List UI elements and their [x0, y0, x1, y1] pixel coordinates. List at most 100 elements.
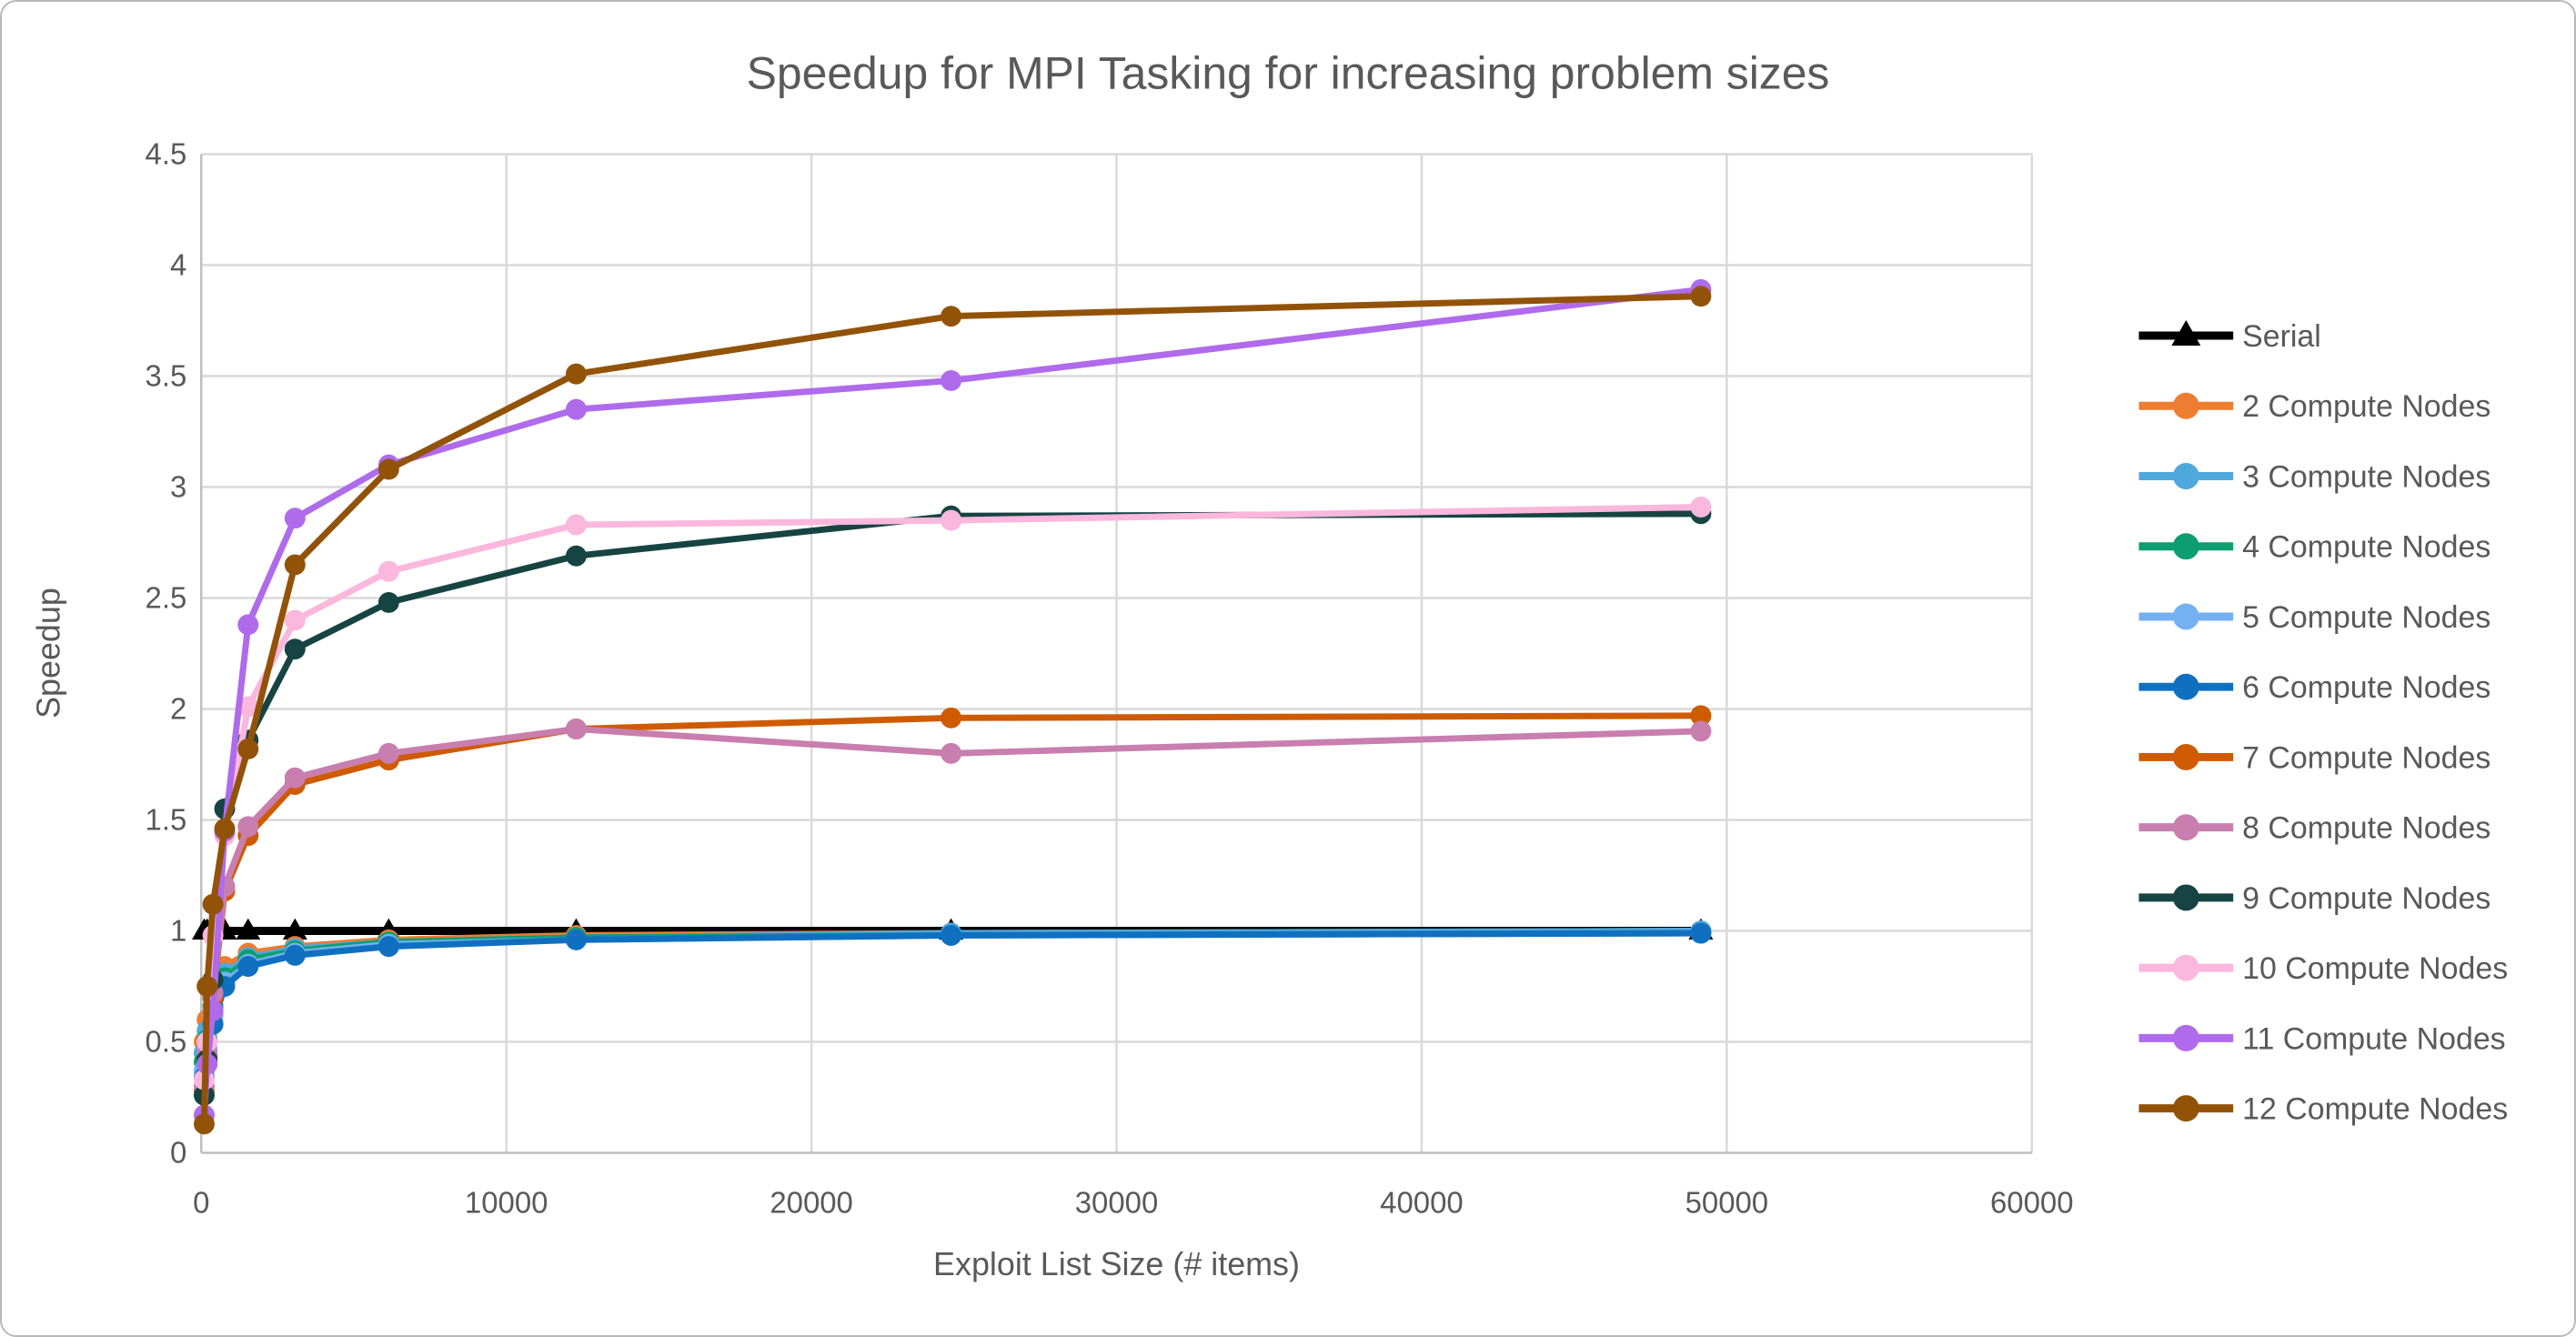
legend-marker [2172, 673, 2199, 700]
legend-item-12-compute-nodes: 12 Compute Nodes [2138, 1092, 2508, 1127]
x-tick-label: 40000 [1380, 1185, 1464, 1219]
data-point [1690, 497, 1712, 518]
legend-marker [2172, 603, 2199, 630]
data-point [1690, 922, 1712, 944]
y-tick-label: 3.5 [146, 359, 187, 393]
data-point [194, 1113, 215, 1135]
legend-item-4-compute-nodes: 4 Compute Nodes [2138, 530, 2490, 565]
legend-label: 11 Compute Nodes [2242, 1021, 2505, 1056]
data-point [377, 560, 399, 582]
series-line [200, 930, 1705, 1081]
y-tick-label: 1.5 [146, 803, 187, 837]
series-line [200, 930, 1705, 1074]
y-tick-label: 0 [170, 1136, 186, 1170]
data-point [282, 918, 307, 940]
legend-marker [2172, 1095, 2199, 1122]
legend-label: 9 Compute Nodes [2242, 881, 2490, 916]
legend-item-3-compute-nodes: 3 Compute Nodes [2138, 459, 2490, 494]
data-point [565, 719, 587, 739]
legend-item-serial: Serial [2138, 319, 2321, 354]
legend: Serial 2 Compute Nodes 3 Compute Nodes 4 Co… [2138, 319, 2508, 1127]
legend-item-11-compute-nodes: 11 Compute Nodes [2138, 1021, 2506, 1056]
legend-item-8-compute-nodes: 8 Compute Nodes [2138, 811, 2490, 846]
legend-label: Serial [2242, 319, 2321, 354]
legend-marker [2172, 954, 2199, 981]
legend-marker [2172, 884, 2199, 911]
data-point [377, 591, 399, 613]
series-9-compute-nodes [194, 503, 1712, 1106]
series-line [200, 286, 1705, 1119]
y-tick-label: 4 [170, 248, 186, 282]
data-point [237, 738, 259, 759]
x-tick-label: 0 [193, 1185, 209, 1219]
legend-label: 6 Compute Nodes [2242, 670, 2490, 705]
data-point [237, 816, 259, 838]
data-point [284, 609, 306, 631]
x-tick-label: 60000 [1990, 1185, 2074, 1219]
y-tick-label: 4.5 [146, 137, 187, 171]
legend-label: 4 Compute Nodes [2242, 530, 2490, 565]
legend-label: 10 Compute Nodes [2242, 951, 2508, 986]
legend-item-2-compute-nodes: 2 Compute Nodes [2138, 389, 2490, 424]
data-point [377, 742, 399, 764]
y-tick-label: 1 [170, 914, 186, 948]
legend-label: 7 Compute Nodes [2242, 740, 2490, 775]
data-point [284, 554, 306, 576]
legend-label: 2 Compute Nodes [2242, 389, 2490, 424]
series-6-compute-nodes [194, 922, 1712, 1089]
data-point [237, 614, 259, 636]
gridlines [201, 153, 2034, 1153]
tick-labels: 0 0.5 1 1.5 2 2.5 3 3.5 4 4.5 0 10000 20000 30000 4000… [146, 137, 2074, 1220]
data-point [565, 545, 587, 567]
chart-title: Speedup for MPI Tasking for increasing p… [747, 48, 1830, 99]
data-point [284, 638, 306, 660]
data-point [565, 398, 587, 420]
data-point [941, 924, 962, 946]
data-point [214, 818, 236, 839]
x-axis-title: Exploit List Size (# items) [933, 1246, 1300, 1282]
series-line [200, 510, 1705, 1099]
data-point [941, 707, 962, 729]
legend-label: 3 Compute Nodes [2242, 459, 2490, 494]
legend-item-9-compute-nodes: 9 Compute Nodes [2138, 881, 2490, 916]
series-8-compute-nodes [194, 719, 1712, 1097]
legend-marker [2172, 1024, 2199, 1051]
series-layer [192, 278, 1714, 1135]
legend-item-10-compute-nodes: 10 Compute Nodes [2138, 951, 2508, 986]
data-point [565, 929, 587, 950]
data-point [941, 509, 962, 531]
series-line [200, 928, 1705, 1057]
data-point [202, 893, 224, 915]
series-11-compute-nodes [194, 278, 1712, 1126]
legend-marker [2172, 533, 2199, 560]
data-point [284, 767, 306, 789]
y-axis-title: Speedup [31, 588, 67, 719]
data-point [196, 976, 218, 998]
legend-marker [2171, 320, 2201, 346]
series-12-compute-nodes [194, 286, 1712, 1135]
data-point [565, 514, 587, 536]
series-line [200, 293, 1705, 1128]
legend-label: 12 Compute Nodes [2242, 1092, 2508, 1127]
legend-marker [2172, 814, 2199, 841]
data-point [1690, 286, 1712, 307]
y-tick-label: 2 [170, 692, 186, 726]
data-point [941, 742, 962, 764]
legend-marker [2172, 743, 2199, 770]
series-line [200, 726, 1705, 1090]
x-tick-label: 30000 [1075, 1185, 1159, 1219]
series-line [200, 712, 1705, 1094]
data-point [941, 306, 962, 327]
data-point [237, 696, 259, 718]
x-tick-label: 50000 [1685, 1185, 1769, 1219]
data-point [236, 918, 261, 940]
series-10-compute-nodes [194, 497, 1712, 1091]
legend-marker [2172, 392, 2199, 419]
data-point [237, 956, 259, 978]
legend-label: 5 Compute Nodes [2242, 600, 2490, 635]
legend-item-5-compute-nodes: 5 Compute Nodes [2138, 600, 2490, 635]
legend-marker [2172, 463, 2199, 489]
x-tick-label: 10000 [465, 1185, 548, 1219]
